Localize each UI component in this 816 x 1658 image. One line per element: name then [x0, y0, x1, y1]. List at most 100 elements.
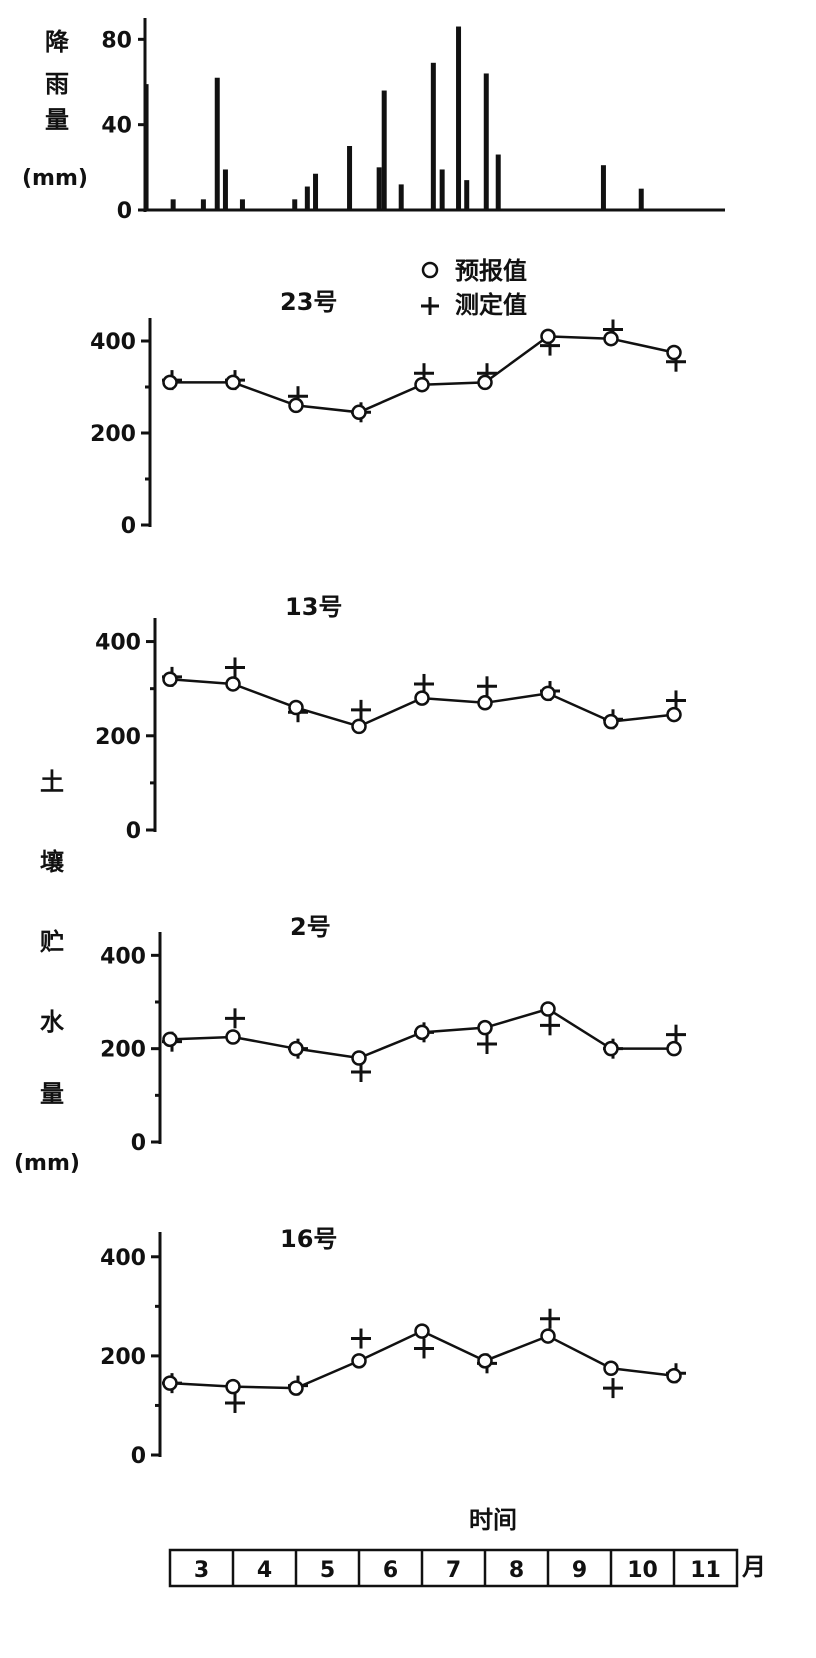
- predicted-point: [414, 690, 430, 706]
- predicted-point: [540, 1328, 556, 1344]
- rain-bar: [430, 62, 436, 210]
- predicted-point: [477, 1019, 493, 1036]
- soil-ytick-label: 0: [131, 1444, 146, 1469]
- predicted-point: [414, 1024, 430, 1041]
- soil-unit: (mm): [14, 1151, 80, 1176]
- soil-ytick-label: 0: [126, 819, 141, 844]
- soil-ylabel-char-4: 水: [40, 1008, 65, 1036]
- month-label: 9: [572, 1558, 587, 1583]
- legend-measured-label: 测定值: [455, 291, 527, 319]
- month-label: 11: [690, 1558, 721, 1583]
- month-label: 10: [627, 1558, 658, 1583]
- legend: 预报值 测定值: [421, 257, 527, 319]
- measured-point: [225, 1392, 245, 1413]
- predicted-point: [351, 718, 367, 735]
- predicted-point: [225, 1378, 241, 1395]
- rain-bar: [464, 180, 470, 210]
- legend-predicted-marker: [421, 261, 439, 279]
- rain-ylabel: 降 雨 量 (mm): [22, 28, 88, 191]
- soil-panel-title: 13号: [285, 593, 342, 621]
- rain-bar: [222, 169, 228, 210]
- soil-ytick-label: 200: [100, 1038, 146, 1063]
- soil-ylabel: 土 壤 贮 水 量 (mm): [14, 768, 80, 1176]
- soil-ylabel-char-1: 土: [40, 768, 64, 796]
- soil-ytick-label: 0: [131, 1131, 146, 1156]
- rain-ylabel-char-1: 降: [45, 28, 70, 56]
- soil-ytick-label: 400: [95, 631, 141, 656]
- predicted-point: [603, 1360, 619, 1377]
- legend-predicted-label: 预报值: [455, 257, 527, 285]
- rain-bar: [456, 26, 462, 211]
- rain-bar: [376, 167, 382, 210]
- rain-ytick-label: 0: [117, 199, 132, 224]
- month-boxes: 3 4 5 6 7 8 9 10 11: [168, 1548, 739, 1588]
- rain-bar: [398, 184, 404, 210]
- predicted-point: [540, 328, 556, 345]
- soil-ylabel-char-3: 贮: [39, 928, 64, 956]
- rain-bar: [214, 77, 220, 210]
- rain-bar: [381, 90, 387, 210]
- soil-panel-title: 2号: [290, 913, 331, 941]
- rain-bar: [143, 84, 149, 210]
- predicted-point: [414, 376, 430, 393]
- month-label: 4: [257, 1558, 272, 1583]
- predicted-point: [603, 330, 619, 347]
- rain-ylabel-char-3: 量: [45, 106, 69, 134]
- soil-ylabel-char-2: 壤: [40, 848, 65, 876]
- predicted-point: [477, 695, 493, 711]
- predicted-point: [162, 671, 178, 687]
- measured-point: [603, 1378, 623, 1399]
- predicted-point: [288, 397, 304, 414]
- rain-bar: [495, 154, 501, 210]
- predicted-line: [169, 1329, 675, 1390]
- rain-bar: [313, 173, 319, 210]
- soil-ylabel-char-5: 量: [40, 1080, 64, 1108]
- month-label: 8: [509, 1558, 524, 1583]
- soil-panel-4: 16号 0 200 400: [100, 1225, 686, 1469]
- measured-point: [414, 1338, 434, 1359]
- soil-ytick-label: 400: [90, 330, 136, 355]
- measured-point: [540, 1015, 560, 1036]
- predicted-point: [666, 1367, 682, 1384]
- measured-point: [477, 1034, 497, 1054]
- month-strip: [168, 1548, 739, 1588]
- soil-ytick-label: 200: [90, 422, 136, 447]
- soil-ytick-label: 200: [95, 725, 141, 750]
- predicted-point: [477, 1353, 493, 1369]
- month-unit: 月: [741, 1553, 766, 1581]
- predicted-point: [540, 1001, 556, 1017]
- rain-bar: [439, 169, 445, 210]
- predicted-point: [288, 699, 304, 716]
- measured-point: [225, 657, 245, 678]
- rain-bar: [600, 165, 606, 210]
- soil-ytick-label: 0: [121, 514, 136, 539]
- predicted-point: [414, 1323, 430, 1339]
- month-label: 5: [320, 1558, 335, 1583]
- measured-point: [351, 1328, 371, 1349]
- predicted-point: [351, 1353, 367, 1369]
- rain-bar: [239, 199, 245, 210]
- predicted-point: [351, 1050, 367, 1066]
- legend-measured-marker: [421, 297, 439, 315]
- rain-unit: (mm): [22, 166, 88, 191]
- measured-point: [540, 1308, 560, 1329]
- measured-point: [225, 1008, 245, 1029]
- soil-panel-title: 16号: [280, 1225, 337, 1253]
- predicted-point: [666, 706, 682, 723]
- predicted-point: [225, 676, 241, 692]
- predicted-point: [162, 374, 178, 391]
- soil-panel-1: 23号 0 200 400: [90, 288, 686, 539]
- measured-point: [351, 699, 371, 720]
- predicted-point: [666, 344, 682, 361]
- predicted-point: [162, 1375, 178, 1391]
- soil-ytick-label: 200: [100, 1345, 146, 1370]
- predicted-point: [288, 1040, 304, 1057]
- predicted-point: [540, 685, 556, 702]
- rain-bar: [200, 199, 206, 210]
- predicted-point: [351, 404, 367, 421]
- predicted-point: [603, 1040, 619, 1057]
- rain-bar: [170, 199, 176, 210]
- predicted-point: [225, 1029, 241, 1045]
- month-label: 7: [446, 1558, 461, 1583]
